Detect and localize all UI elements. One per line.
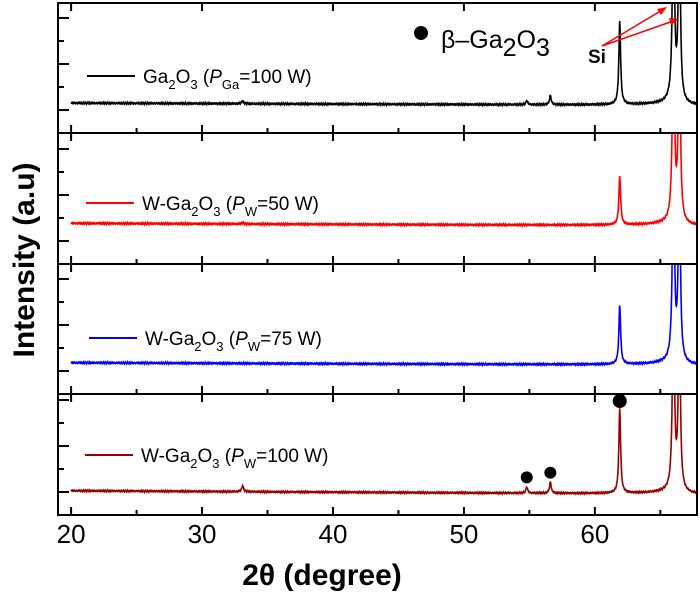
beta-ga2o3-peak-marker bbox=[544, 466, 557, 479]
x-tick-label: 30 bbox=[188, 519, 217, 549]
si-arrow bbox=[601, 8, 665, 47]
legend-label: W-Ga2O3 (PW=75 W) bbox=[145, 329, 322, 354]
panel-frame bbox=[57, 393, 698, 516]
si-arrowhead bbox=[669, 18, 679, 25]
legend-label: W-Ga2O3 (PW=100 W) bbox=[141, 446, 328, 471]
legend-entry: W-Ga2O3 (PW=100 W) bbox=[85, 446, 328, 471]
x-tick-label: 20 bbox=[57, 519, 86, 549]
panel-4: W-Ga2O3 (PW=100 W) bbox=[57, 393, 698, 516]
x-tick-label: 40 bbox=[319, 519, 348, 549]
series-line bbox=[70, 3, 697, 108]
legend-entry: W-Ga2O3 (PW=50 W) bbox=[86, 194, 319, 219]
x-tick-label: 60 bbox=[580, 519, 609, 549]
series-line bbox=[70, 133, 697, 229]
legend-entry: W-Ga2O3 (PW=75 W) bbox=[89, 329, 322, 354]
legend-entry: Ga2O3 (PGa=100 W) bbox=[87, 67, 312, 92]
si-arrow bbox=[601, 19, 677, 47]
panel-3: W-Ga2O3 (PW=75 W) bbox=[57, 263, 698, 395]
beta-ga2o3-legend: β–Ga2O3 bbox=[414, 26, 550, 62]
si-label: Si bbox=[588, 47, 606, 68]
beta-ga2o3-marker-icon bbox=[414, 26, 428, 40]
legend-label: W-Ga2O3 (PW=50 W) bbox=[142, 194, 319, 219]
si-arrowhead bbox=[657, 7, 667, 15]
si-annotation: Si bbox=[588, 7, 679, 68]
beta-ga2o3-peak-marker bbox=[520, 471, 533, 484]
series-line bbox=[70, 394, 697, 496]
beta-ga2o3-label: β–Ga2O3 bbox=[441, 26, 550, 62]
series-line bbox=[70, 264, 697, 368]
legend-label: Ga2O3 (PGa=100 W) bbox=[143, 67, 312, 92]
beta-ga2o3-peak-marker bbox=[612, 394, 627, 408]
panel-2: W-Ga2O3 (PW=50 W) bbox=[57, 132, 698, 265]
y-axis-label: Intensity (a.u) bbox=[8, 162, 41, 357]
x-tick-label: 50 bbox=[449, 519, 478, 549]
x-axis-label: 2θ (degree) bbox=[242, 559, 402, 592]
